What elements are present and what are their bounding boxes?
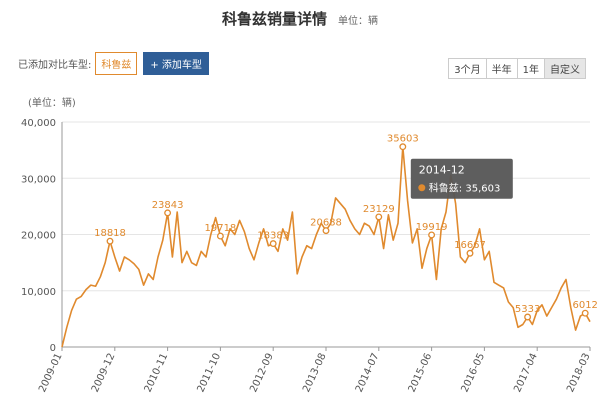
data-point-marker[interactable] — [399, 143, 407, 151]
data-point-label: 19718 — [204, 223, 236, 234]
data-point-label: 20688 — [310, 218, 342, 229]
data-point-label: 23843 — [152, 200, 184, 211]
data-point-marker[interactable] — [428, 231, 436, 239]
tooltip-series-dot — [418, 184, 426, 192]
data-point-marker[interactable] — [216, 232, 224, 240]
y-tick-label: 40,000 — [21, 118, 56, 129]
data-point-label: 16667 — [454, 240, 486, 251]
x-tick-label: 2009-01 — [37, 352, 65, 395]
x-tick-label: 2017-04 — [512, 352, 540, 395]
compare-label: 已添加对比车型: — [18, 60, 92, 71]
page-title-text: 科鲁兹销量详情 — [221, 10, 327, 28]
data-point-label: 6012 — [572, 300, 597, 311]
y-unit-label: (单位：辆) — [28, 96, 76, 109]
data-point-marker[interactable] — [466, 249, 474, 257]
x-tick-label: 2013-08 — [301, 352, 329, 395]
x-tick-label: 2016-05 — [459, 352, 487, 395]
page-title: 科鲁兹销量详情 单位：辆 — [0, 8, 600, 29]
data-point-marker[interactable] — [581, 309, 589, 317]
data-point-label: 5333 — [515, 304, 540, 315]
data-point-marker[interactable] — [269, 240, 277, 248]
data-point-label: 35603 — [387, 134, 419, 145]
x-tick-label: 2015-06 — [407, 352, 435, 395]
y-tick-label: 10,000 — [21, 287, 56, 298]
data-point-label: 19919 — [416, 222, 448, 233]
compare-model-tag[interactable]: 科鲁兹 — [95, 52, 138, 75]
compare-bar: 已添加对比车型: 科鲁兹 + 添加车型 — [18, 52, 209, 75]
add-model-button[interactable]: + 添加车型 — [143, 52, 209, 75]
data-point-label: 18818 — [94, 228, 126, 239]
range-selector: 3个月 半年 1年 自定义 — [448, 58, 586, 79]
x-tick-label: 2018-03 — [565, 352, 593, 395]
range-custom[interactable]: 自定义 — [544, 58, 586, 79]
data-point-marker[interactable] — [164, 209, 172, 217]
tooltip-box — [410, 158, 513, 199]
data-point-marker[interactable] — [524, 313, 532, 321]
page-unit: 单位：辆 — [338, 16, 379, 27]
x-tick-label: 2009-12 — [90, 352, 118, 395]
x-tick-label: 2014-07 — [354, 352, 382, 395]
data-point-label: 18383 — [257, 231, 289, 242]
y-tick-label: 30,000 — [21, 174, 56, 185]
data-point-marker[interactable] — [106, 237, 114, 245]
tooltip-date: 2014-12 — [419, 164, 465, 177]
x-tick-label: 2012-09 — [248, 352, 276, 395]
data-point-marker[interactable] — [322, 227, 330, 235]
data-point-marker[interactable] — [375, 213, 383, 221]
tooltip-value: 科鲁兹: 35,603 — [429, 182, 501, 195]
y-tick-label: 20,000 — [21, 231, 56, 242]
x-tick-label: 2011-10 — [195, 352, 223, 395]
range-half-year[interactable]: 半年 — [485, 58, 518, 79]
x-tick-label: 2010-11 — [143, 352, 171, 395]
data-point-label: 23129 — [363, 204, 395, 215]
y-tick-label: 0 — [50, 343, 56, 354]
